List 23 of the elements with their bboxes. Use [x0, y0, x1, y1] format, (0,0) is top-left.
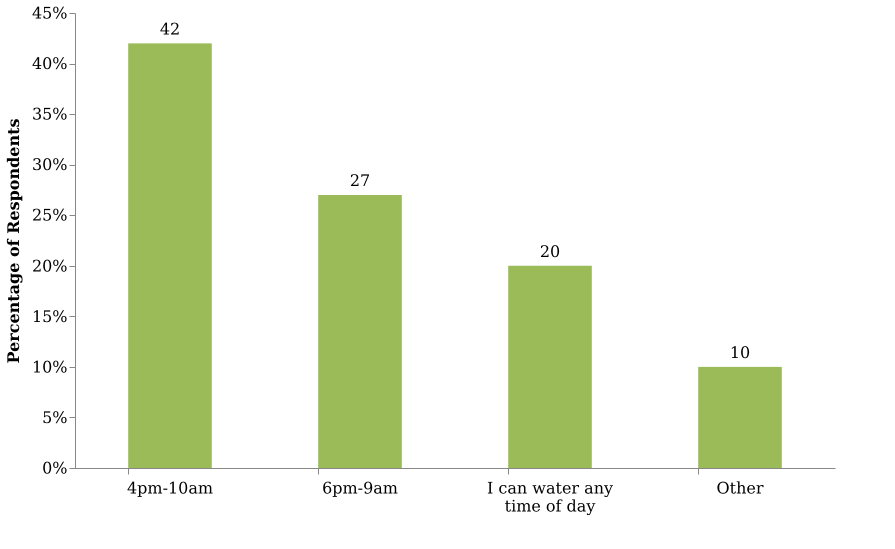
y-tick-label: 30%: [32, 155, 68, 174]
y-tick-label: 45%: [32, 4, 68, 22]
bar: [508, 266, 592, 468]
x-tick-label: I can water any time of day: [486, 478, 614, 516]
y-tick-label: 0%: [42, 458, 68, 478]
data-label: 42: [160, 19, 180, 38]
y-tick-label: 10%: [32, 357, 68, 376]
y-tick-label: 20%: [32, 256, 68, 276]
x-tick-label: Other: [716, 478, 764, 498]
data-label: 10: [730, 342, 750, 362]
x-tick-label: 6pm-9am: [322, 478, 398, 498]
y-tick-label: 25%: [32, 206, 68, 225]
y-axis-title: Percentage of Respondents: [4, 118, 23, 364]
x-tick-label: 4pm-10am: [126, 478, 214, 498]
y-tick-label: 15%: [32, 306, 68, 326]
y-tick-label: 40%: [32, 54, 68, 74]
bar: [318, 195, 402, 468]
bar: [128, 43, 212, 468]
bar: [698, 366, 782, 468]
data-label: 20: [540, 242, 560, 261]
data-label: 27: [350, 171, 370, 190]
y-tick-label: 5%: [42, 408, 68, 427]
y-tick-label: 35%: [32, 104, 68, 124]
